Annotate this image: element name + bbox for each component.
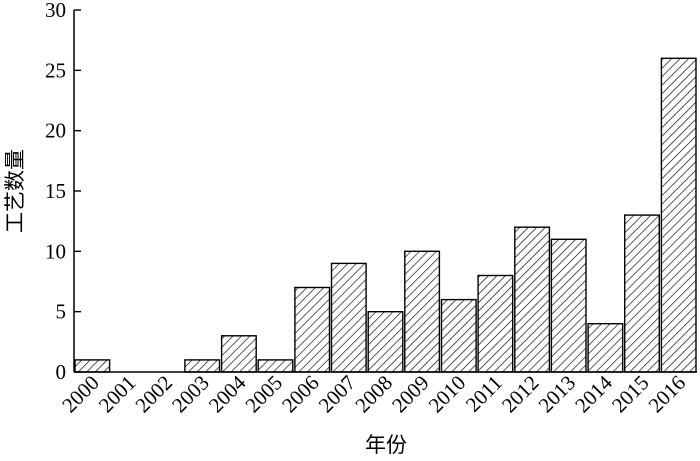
x-tick-label: 2009	[387, 371, 434, 418]
x-tick-label: 2013	[534, 371, 581, 418]
x-tick-label: 2008	[350, 371, 397, 418]
bar-2007	[330, 262, 367, 373]
bar-2008	[367, 311, 404, 373]
bar-2015	[624, 214, 661, 373]
x-tick-label: 2012	[497, 371, 544, 418]
x-tick-label: 2002	[130, 371, 177, 418]
bar-2011	[477, 274, 514, 373]
y-tick-label: 5	[56, 300, 67, 324]
x-tick-label: 2003	[167, 371, 214, 418]
bar-2003	[184, 359, 221, 373]
x-tick-label: 2001	[94, 371, 141, 418]
y-tick-label: 15	[45, 179, 66, 203]
x-tick-label: 2007	[314, 371, 361, 418]
bar-2009	[404, 250, 441, 373]
bar-2012	[514, 226, 551, 373]
y-axis-label: 工艺数量	[3, 149, 27, 233]
x-axis-label: 年份	[365, 433, 407, 457]
bars-group	[74, 57, 697, 373]
y-tick-label: 10	[45, 239, 66, 263]
x-tick-label: 2005	[240, 371, 287, 418]
y-tick-label: 30	[45, 0, 66, 22]
y-tick-label: 25	[45, 58, 66, 82]
bar-2006	[294, 286, 331, 373]
x-tick-label: 2015	[607, 371, 654, 418]
x-tick-label: 2011	[461, 371, 507, 417]
x-tick-label: 2006	[277, 371, 324, 418]
x-tick-label: 2004	[204, 370, 251, 417]
bar-2014	[587, 323, 624, 373]
x-tick-label: 2016	[644, 371, 691, 418]
bar-2004	[220, 335, 257, 373]
bar-2010	[440, 298, 477, 373]
x-tick-label: 2014	[570, 370, 617, 417]
x-tick-label: 2010	[424, 371, 471, 418]
y-tick-label: 0	[56, 360, 67, 384]
bar-2000	[74, 359, 111, 373]
bar-2016	[660, 57, 697, 373]
bar-2005	[257, 359, 294, 373]
y-tick-label: 20	[45, 119, 66, 143]
bar-2013	[550, 238, 587, 373]
